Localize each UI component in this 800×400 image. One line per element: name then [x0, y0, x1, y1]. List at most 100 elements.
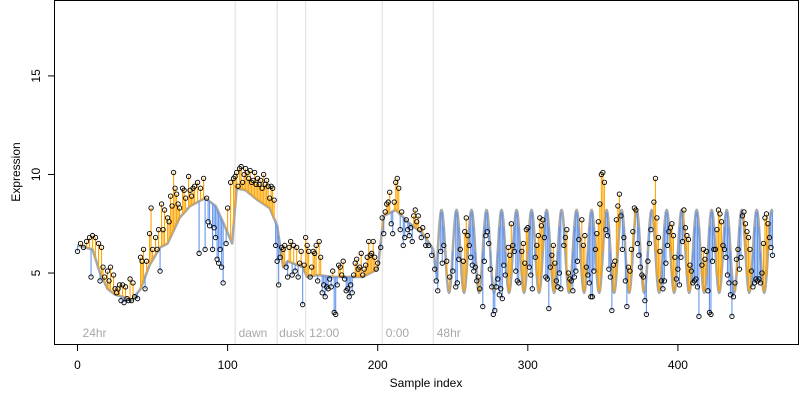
data-point-288	[561, 242, 567, 249]
data-point-129	[300, 301, 306, 308]
data-point-8	[95, 240, 102, 247]
x-tick-label-4: 400	[668, 358, 688, 372]
data-point-183	[382, 209, 388, 215]
data-point-274	[538, 223, 544, 229]
data-point-318	[607, 274, 614, 280]
data-point-259	[513, 268, 519, 274]
data-point-49	[167, 193, 174, 199]
data-point-311	[597, 201, 603, 207]
annotation-1: dawn	[239, 326, 268, 340]
data-point-89	[239, 179, 246, 186]
data-point-88	[238, 163, 244, 170]
data-point-387	[714, 227, 720, 233]
data-point-40	[152, 234, 159, 241]
data-point-344	[646, 240, 653, 247]
data-point-262	[519, 248, 525, 255]
data-point-187	[388, 221, 394, 227]
data-point-61	[188, 193, 195, 199]
data-point-177	[372, 254, 378, 260]
data-point-50	[169, 203, 175, 209]
data-point-205	[415, 213, 421, 219]
data-point-122	[289, 272, 295, 278]
data-point-157	[342, 276, 348, 282]
data-point-220	[447, 274, 453, 280]
data-point-98	[253, 181, 259, 187]
data-point-298	[576, 236, 582, 243]
data-point-101	[257, 177, 264, 184]
data-point-155	[339, 272, 345, 278]
data-point-300	[580, 242, 587, 249]
data-point-275	[540, 217, 546, 223]
data-point-379	[702, 256, 708, 262]
data-point-341	[642, 297, 648, 304]
data-point-64	[194, 179, 201, 186]
data-point-181	[379, 215, 385, 221]
data-point-236	[475, 274, 481, 280]
data-point-27	[127, 276, 133, 282]
data-point-293	[568, 278, 574, 284]
data-point-80	[223, 240, 229, 247]
data-point-323	[615, 203, 621, 209]
data-point-163	[351, 272, 357, 278]
data-point-207	[418, 234, 424, 241]
data-point-338	[637, 264, 644, 270]
y-axis-label: Expression	[9, 142, 23, 201]
data-point-210	[424, 232, 430, 239]
data-point-125	[294, 244, 300, 251]
data-point-309	[594, 230, 600, 237]
data-point-192	[396, 185, 402, 191]
data-point-421	[765, 221, 771, 227]
data-point-279	[546, 305, 552, 312]
data-point-148	[328, 284, 334, 290]
data-point-178	[373, 266, 379, 272]
data-point-377	[699, 262, 705, 268]
data-point-351	[658, 278, 665, 284]
data-point-383	[708, 311, 714, 318]
data-point-385	[711, 246, 717, 253]
data-point-20	[116, 282, 123, 288]
data-point-397	[729, 313, 735, 320]
data-point-238	[480, 303, 486, 310]
data-point-276	[541, 234, 547, 241]
data-point-185	[385, 199, 391, 205]
data-point-422	[766, 234, 773, 241]
data-point-159	[345, 286, 351, 292]
data-point-358	[669, 221, 675, 227]
data-point-34	[140, 246, 147, 253]
data-point-196	[402, 234, 408, 241]
data-point-195	[400, 242, 406, 249]
data-point-126	[295, 274, 301, 280]
data-point-51	[170, 169, 177, 176]
data-point-247	[493, 284, 499, 290]
data-point-168	[358, 250, 364, 256]
data-point-410	[748, 268, 755, 274]
data-point-398	[730, 294, 737, 300]
data-point-5	[88, 274, 94, 280]
data-point-221	[450, 268, 456, 274]
data-point-290	[564, 227, 570, 233]
data-point-113	[276, 282, 282, 288]
data-point-400	[733, 256, 740, 262]
data-point-65	[196, 250, 202, 256]
data-point-295	[571, 274, 577, 280]
data-point-269	[529, 286, 535, 292]
data-point-267	[526, 264, 532, 270]
data-point-350	[657, 248, 663, 255]
data-point-364	[678, 254, 684, 260]
data-point-103	[260, 171, 267, 178]
annotation-3: 12:00	[309, 326, 339, 340]
data-point-112	[274, 258, 280, 264]
data-point-191	[394, 175, 400, 182]
data-point-278	[544, 276, 550, 282]
data-point-359	[670, 232, 677, 239]
data-point-81	[224, 205, 231, 211]
data-point-315	[603, 227, 609, 233]
data-point-308	[592, 246, 599, 253]
data-point-345	[648, 227, 654, 233]
data-point-194	[399, 209, 405, 215]
data-point-348	[654, 215, 660, 221]
data-point-10	[98, 244, 105, 251]
data-point-93	[245, 175, 252, 182]
data-point-175	[369, 250, 375, 256]
data-point-7	[92, 234, 99, 241]
